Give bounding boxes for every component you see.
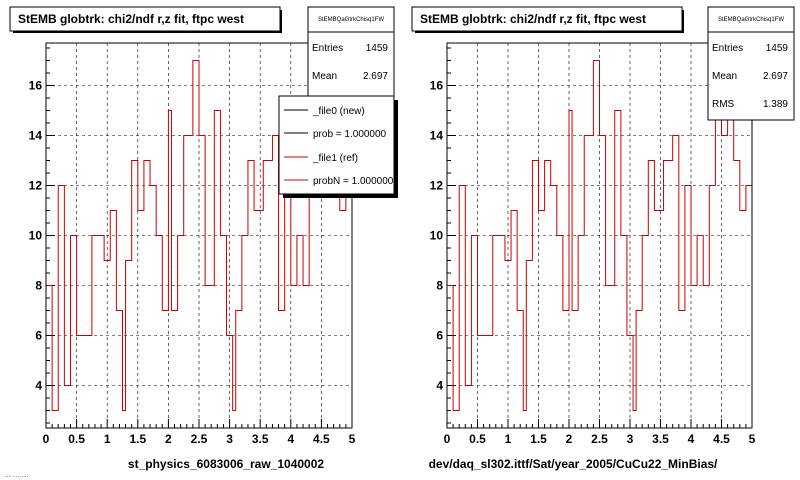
left-title-shadow	[13, 31, 282, 33]
right-x-tick-label: 4.5	[713, 432, 730, 446]
left-stats-value: 2.697	[363, 71, 388, 82]
left-x-tick-label: 2	[165, 432, 172, 446]
left-y-tick-label: 16	[29, 79, 43, 93]
legend-label-ref: _file1 (ref)	[312, 153, 358, 164]
right-x-tick-label: 2	[566, 432, 573, 446]
legend-label-new: _file0 (new)	[312, 106, 365, 117]
left-x-tick-label: 2.5	[191, 432, 208, 446]
right-y-tick-label: 16	[430, 79, 444, 93]
right-x-tick-label: 4	[688, 432, 695, 446]
right-stats-label: RMS	[712, 99, 735, 110]
right-stats-label: Entries	[712, 43, 743, 54]
left-x-tick-label: 3.5	[252, 432, 269, 446]
left-stats-label: Mean	[312, 71, 337, 82]
right-y-tick-label: 14	[430, 129, 444, 143]
left-stats-value: 1459	[366, 43, 389, 54]
right-panel: StEMB globtrk: chi2/ndf r,z fit, ftpc we…	[411, 6, 756, 471]
left-x-tick-label: 0	[43, 432, 50, 446]
right-x-tick-label: 3.5	[652, 432, 669, 446]
left-x-tick-label: 0.5	[68, 432, 85, 446]
left-x-tick-label: 4.5	[313, 432, 330, 446]
right-plot-frame	[446, 42, 753, 429]
left-stats-label: Entries	[312, 43, 343, 54]
right-x-tick-label: 0	[444, 432, 451, 446]
right-panel-title: StEMB globtrk: chi2/ndf r,z fit, ftpc we…	[420, 12, 646, 26]
right-x-tick-label: 0.5	[469, 432, 486, 446]
left-x-axis-label: st_physics_6083006_raw_1040002	[128, 457, 324, 471]
left-y-tick-label: 14	[29, 129, 43, 143]
left-x-tick-label: 1	[104, 432, 111, 446]
left-y-tick-label: 8	[35, 279, 42, 293]
left-y-tick-label: 4	[35, 379, 42, 393]
left-legend-box: _file0 (new) prob = 1.000000 _file1 (ref…	[278, 95, 398, 198]
left-y-tick-label: 12	[29, 179, 43, 193]
right-x-tick-label: 3	[627, 432, 634, 446]
right-x-tick-label: 1	[505, 432, 512, 446]
right-title-shadow-side	[682, 10, 684, 33]
left-x-tick-label: 1.5	[129, 432, 146, 446]
legend-label-prob: prob = 1.000000	[313, 129, 387, 140]
left-title-box	[9, 6, 281, 32]
legend-clip: _file0 (new) prob = 1.000000 _file1 (ref…	[312, 106, 394, 187]
right-stats-value: 2.697	[763, 71, 788, 82]
right-stats-box: StEMBQaGtrkChisq1FW Entries 1459 Mean 2.…	[707, 6, 795, 121]
legend-label-probn: probN = 1.000000	[313, 176, 394, 187]
left-panel: StEMB globtrk: chi2/ndf r,z fit, ftpc we…	[9, 6, 356, 471]
right-histogram-series	[446, 60, 753, 428]
right-x-axis-label: dev/daq_sl302.ittf/Sat/year_2005/CuCu22_…	[429, 457, 718, 471]
footer-timestamp: ... ... ...	[4, 470, 28, 479]
left-plot-area: 0 0.5 1 1.5 2 2.5 3 3.5 4 4.5 5 4 6 8 10 12 14 16	[29, 42, 356, 446]
left-histogram-series	[45, 60, 353, 428]
right-y-tick-label: 6	[436, 329, 443, 343]
right-stats-name: StEMBQaGtrkChisq1FW	[718, 17, 784, 23]
right-y-tick-label: 12	[430, 179, 444, 193]
right-x-tick-label: 5	[749, 432, 756, 446]
right-plot-area: 0 0.5 1 1.5 2 2.5 3 3.5 4 4.5 5 4 6 8 10 12 14 16	[430, 42, 756, 446]
right-y-tick-label: 10	[430, 229, 444, 243]
right-title-shadow	[415, 31, 684, 33]
left-y-tick-label: 10	[29, 229, 43, 243]
left-x-tick-label: 3	[226, 432, 233, 446]
right-stats-label: Mean	[712, 71, 737, 82]
right-x-tick-label: 1.5	[530, 432, 547, 446]
right-y-tick-label: 8	[436, 279, 443, 293]
right-stats-value: 1459	[766, 43, 789, 54]
left-x-tick-label: 5	[349, 432, 356, 446]
right-y-tick-label: 4	[436, 379, 443, 393]
right-stats-value: 1.389	[763, 99, 788, 110]
left-panel-title: StEMB globtrk: chi2/ndf r,z fit, ftpc we…	[18, 12, 244, 26]
left-plot-frame	[45, 42, 353, 429]
left-x-tick-label: 4	[287, 432, 294, 446]
right-stats-frame	[707, 6, 795, 121]
left-title-shadow-side	[280, 10, 282, 33]
right-x-tick-label: 2.5	[591, 432, 608, 446]
left-stats-name: StEMBQaGtrkChisq1FW	[318, 17, 384, 23]
legend-frame	[278, 95, 395, 195]
left-y-tick-label: 6	[35, 329, 42, 343]
